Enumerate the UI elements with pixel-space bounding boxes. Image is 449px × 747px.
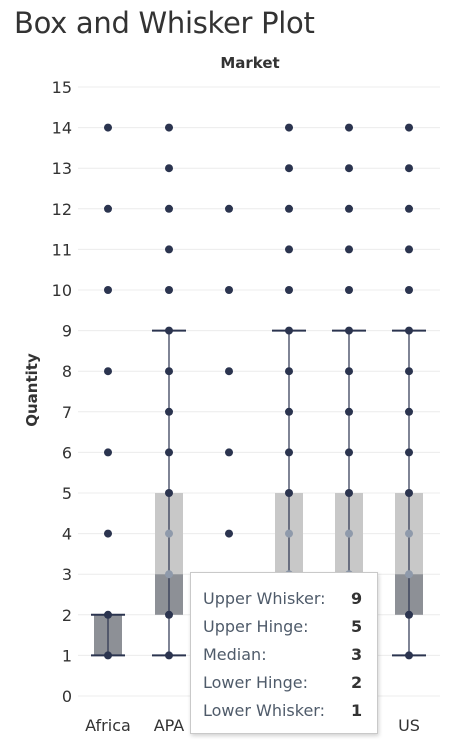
data-point — [104, 448, 112, 457]
data-point — [104, 529, 112, 538]
y-tick-label: 8 — [62, 362, 72, 381]
data-point — [165, 326, 173, 335]
y-tick-label: 13 — [52, 159, 72, 178]
data-point — [165, 164, 173, 173]
data-point — [345, 326, 353, 335]
tooltip-value-lower-hinge: 2 — [351, 673, 363, 692]
data-point — [285, 448, 293, 457]
data-point — [165, 610, 173, 619]
y-tick-label: 12 — [52, 200, 72, 219]
data-point — [225, 286, 233, 294]
data-point — [405, 489, 413, 497]
data-point — [165, 286, 173, 294]
data-point — [345, 123, 353, 132]
data-point — [165, 123, 173, 132]
x-category-label: US — [398, 716, 420, 735]
y-tick-label: 1 — [62, 646, 72, 665]
y-tick-label: 2 — [62, 606, 72, 625]
data-point — [225, 367, 233, 376]
data-point — [345, 407, 353, 416]
y-tick-label: 11 — [52, 240, 72, 259]
data-point — [165, 489, 173, 497]
tooltip-value-upper-hinge: 5 — [351, 617, 363, 636]
data-point — [165, 245, 173, 254]
tooltip-value-upper-whisker: 9 — [351, 589, 363, 608]
data-point — [345, 204, 353, 213]
x-category-label: APA — [154, 716, 185, 735]
data-point — [405, 407, 413, 416]
tooltip-value-lower-whisker: 1 — [351, 701, 363, 720]
y-tick-label: 7 — [62, 403, 72, 422]
data-point — [405, 123, 413, 132]
y-tick-label: 10 — [52, 281, 72, 300]
data-point — [104, 651, 112, 660]
data-point — [405, 326, 413, 335]
data-point — [405, 651, 413, 660]
data-point — [345, 489, 353, 497]
data-point — [225, 204, 233, 213]
data-point — [405, 367, 413, 376]
data-point — [405, 570, 413, 579]
y-tick-label: 3 — [62, 565, 72, 584]
data-point — [104, 123, 112, 132]
data-point — [285, 326, 293, 335]
y-tick-label: 9 — [62, 322, 72, 341]
tooltip-label-upper-whisker: Upper Whisker: — [203, 589, 326, 608]
data-point — [405, 448, 413, 457]
y-tick-label: 6 — [62, 443, 72, 462]
data-point — [405, 286, 413, 294]
y-tick-label: 14 — [52, 119, 72, 138]
data-point — [165, 367, 173, 376]
data-point — [285, 164, 293, 173]
data-point — [285, 286, 293, 294]
x-category-label: Africa — [85, 716, 131, 735]
tooltip-label-lower-whisker: Lower Whisker: — [203, 701, 325, 720]
y-tick-label: 5 — [62, 484, 72, 503]
data-point — [345, 164, 353, 173]
data-point — [165, 204, 173, 213]
data-point — [405, 204, 413, 213]
tooltip-label-median: Median: — [203, 645, 267, 664]
data-point — [104, 367, 112, 376]
data-point — [345, 286, 353, 294]
data-point — [345, 245, 353, 254]
data-point — [225, 529, 233, 538]
data-point — [405, 529, 413, 538]
data-point — [285, 529, 293, 538]
data-point — [165, 407, 173, 416]
data-point — [345, 448, 353, 457]
data-point — [165, 529, 173, 538]
tooltip-label-upper-hinge: Upper Hinge: — [203, 617, 309, 636]
data-point — [405, 610, 413, 619]
data-point — [405, 164, 413, 173]
tooltip: Upper Whisker: 9 Upper Hinge: 5 Median: … — [190, 572, 378, 734]
data-point — [285, 367, 293, 376]
data-point — [165, 570, 173, 579]
y-tick-label: 0 — [62, 687, 72, 706]
chart-title: Box and Whisker Plot — [14, 6, 315, 40]
data-point — [345, 367, 353, 376]
tooltip-label-lower-hinge: Lower Hinge: — [203, 673, 309, 692]
data-point — [225, 448, 233, 457]
data-point — [165, 651, 173, 660]
column-header: Market — [220, 54, 280, 72]
data-point — [104, 286, 112, 294]
data-point — [285, 123, 293, 132]
data-point — [104, 204, 112, 213]
data-point — [345, 529, 353, 538]
data-point — [104, 610, 112, 619]
data-point — [285, 489, 293, 497]
data-point — [405, 245, 413, 254]
tooltip-value-median: 3 — [351, 645, 363, 664]
y-tick-label: 4 — [62, 525, 72, 544]
data-point — [285, 204, 293, 213]
y-tick-label: 15 — [52, 78, 72, 97]
data-point — [165, 448, 173, 457]
data-point — [285, 245, 293, 254]
data-point — [285, 407, 293, 416]
